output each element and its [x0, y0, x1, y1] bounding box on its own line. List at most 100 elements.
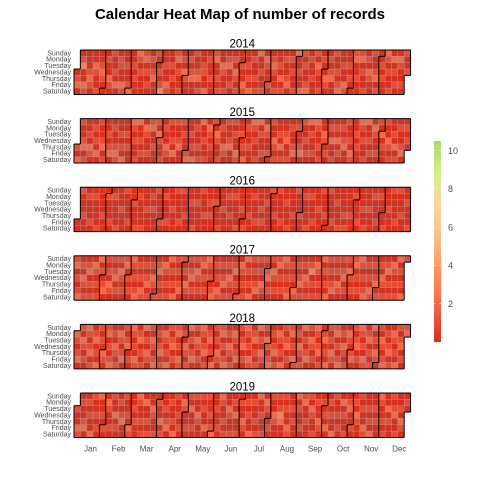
day-cell	[257, 355, 265, 363]
day-cell	[302, 349, 310, 357]
day-cell	[264, 405, 272, 413]
day-cell	[238, 49, 246, 57]
day-cell	[353, 355, 360, 363]
day-cell	[219, 281, 227, 288]
day-cell	[156, 87, 164, 95]
day-cell	[270, 261, 278, 269]
day-cell	[321, 411, 329, 419]
day-cell	[86, 49, 94, 57]
day-cell	[302, 324, 310, 331]
day-cell	[384, 424, 392, 432]
day-cell	[175, 212, 183, 220]
day-cell	[270, 355, 278, 363]
day-cell	[143, 56, 151, 63]
day-cell	[111, 330, 119, 338]
day-cell	[251, 62, 259, 70]
day-cell	[200, 81, 208, 89]
day-cell	[130, 62, 138, 70]
day-cell	[162, 68, 170, 76]
day-cell	[99, 81, 106, 89]
weekday-label: Sunday	[47, 325, 71, 332]
day-cell	[270, 156, 278, 164]
day-cell	[238, 418, 246, 425]
day-cell	[73, 287, 81, 295]
day-cell	[327, 424, 335, 432]
day-cell	[283, 87, 291, 95]
day-cell	[232, 349, 240, 357]
day-cell	[283, 206, 291, 213]
day-cell	[346, 281, 354, 288]
day-cell	[404, 187, 411, 194]
day-cell	[378, 336, 386, 344]
day-cell	[257, 81, 265, 89]
weekday-label: Wednesday	[34, 344, 71, 351]
day-cell	[334, 193, 341, 201]
day-cell	[308, 255, 316, 263]
day-cell	[340, 62, 348, 70]
day-cell	[150, 75, 157, 82]
day-cell	[340, 150, 348, 157]
day-cell	[124, 430, 132, 438]
weekday-label: Sunday	[47, 393, 71, 400]
day-cell	[397, 87, 405, 95]
day-cell	[302, 68, 310, 76]
day-cell	[378, 199, 386, 207]
day-cell	[232, 293, 240, 301]
day-cell	[404, 62, 411, 70]
day-cell	[194, 293, 202, 301]
day-cell	[111, 87, 119, 95]
day-cell	[137, 193, 145, 201]
day-cell	[194, 199, 202, 207]
day-cell	[156, 336, 164, 344]
day-cell	[277, 143, 284, 151]
day-cell	[264, 156, 272, 164]
day-cell	[359, 212, 367, 220]
day-cell	[308, 293, 316, 301]
day-cell	[277, 118, 284, 126]
day-cell	[315, 225, 322, 232]
day-cell	[92, 87, 100, 95]
day-cell	[137, 281, 145, 288]
day-cell	[80, 212, 87, 220]
day-cell	[175, 68, 183, 76]
day-cell	[391, 218, 399, 226]
day-cell	[137, 156, 145, 164]
day-cell	[340, 131, 348, 138]
day-cell	[245, 118, 252, 126]
day-cell	[372, 206, 379, 213]
weekday-label: Tuesday	[44, 406, 71, 413]
day-cell	[175, 418, 183, 425]
day-cell	[86, 430, 94, 438]
day-cell	[257, 399, 265, 406]
day-cell	[73, 336, 81, 344]
day-cell	[251, 330, 259, 338]
day-cell	[257, 336, 265, 344]
day-cell	[308, 81, 316, 89]
day-cell	[232, 68, 240, 76]
day-cell	[308, 199, 316, 207]
day-cell	[365, 336, 373, 344]
day-cell	[194, 87, 202, 95]
day-cell	[346, 405, 354, 413]
cells-2015	[73, 118, 411, 164]
day-cell	[207, 399, 214, 406]
day-cell	[321, 124, 329, 132]
day-cell	[200, 131, 208, 138]
day-cell	[169, 336, 176, 344]
day-cell	[73, 156, 81, 164]
day-cell	[92, 411, 100, 419]
day-cell	[391, 293, 399, 301]
day-cell	[327, 324, 335, 331]
day-cell	[251, 206, 259, 213]
day-cell	[150, 399, 157, 406]
day-cell	[80, 255, 87, 263]
day-cell	[365, 218, 373, 226]
day-cell	[99, 225, 106, 232]
day-cell	[327, 405, 335, 413]
day-cell	[175, 199, 183, 207]
day-cell	[404, 212, 411, 220]
day-cell	[397, 206, 405, 213]
day-cell	[302, 405, 310, 413]
day-cell	[302, 199, 310, 207]
day-cell	[372, 81, 379, 89]
